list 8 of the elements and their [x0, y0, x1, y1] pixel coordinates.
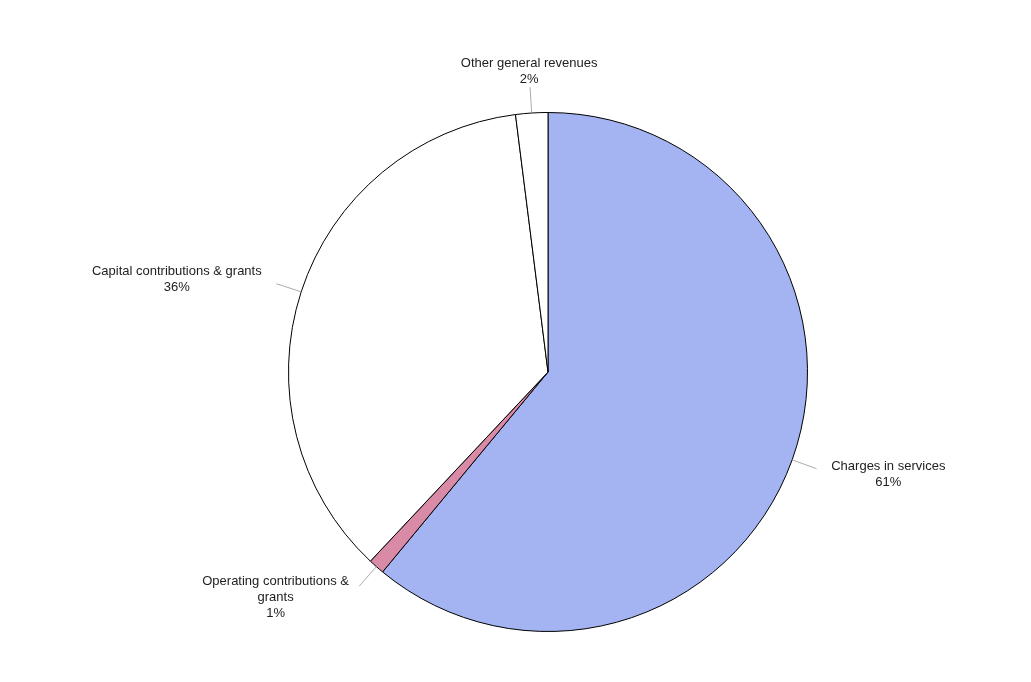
slice-label: Other general revenues: [460, 55, 598, 71]
data-label: 61%: [875, 473, 902, 489]
slice-label: Charges in services: [831, 457, 946, 473]
data-label: 1%: [266, 605, 286, 621]
slice-label: Operating contributions & grants: [202, 573, 350, 605]
slice-label: Capital contributions & grants: [91, 262, 263, 278]
data-label: 36%: [163, 278, 191, 294]
data-label: 2%: [519, 71, 539, 87]
